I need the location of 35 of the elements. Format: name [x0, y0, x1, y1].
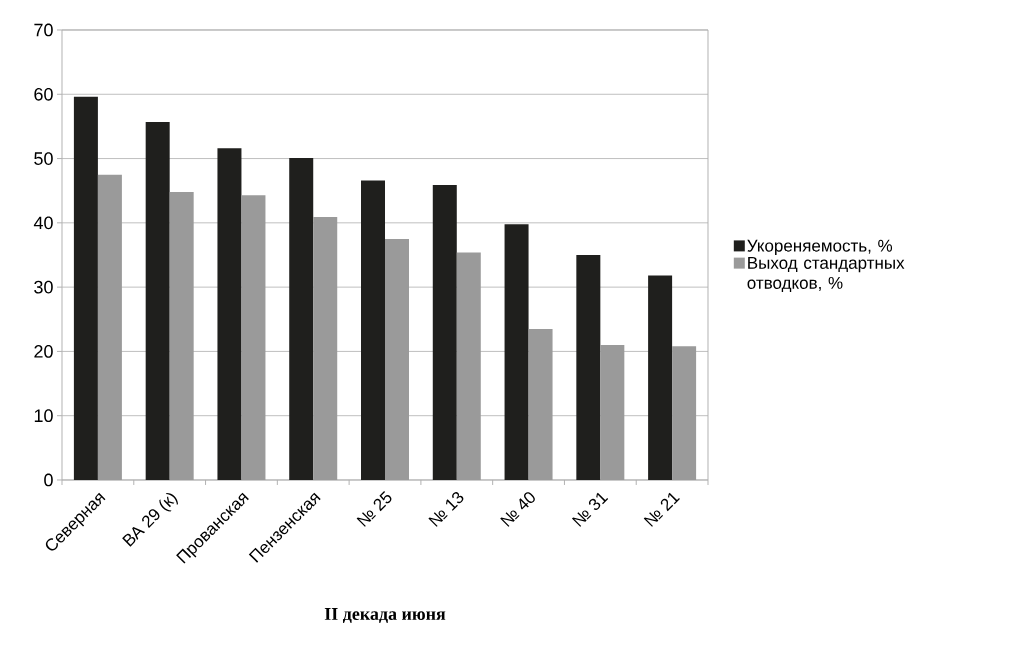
y-tick-label: 20 — [34, 345, 53, 358]
x-tick-label: № 31 — [571, 492, 609, 527]
bar — [385, 238, 410, 480]
bar — [361, 180, 386, 480]
bar — [432, 184, 457, 480]
bar — [145, 121, 170, 480]
bar — [528, 328, 553, 480]
bar — [241, 195, 266, 480]
y-tick-label: 0 — [44, 473, 53, 487]
x-tick-label: № 40 — [500, 492, 535, 527]
bar — [456, 252, 481, 480]
legend-label: Выход стандартных отводков, % — [747, 257, 905, 293]
y-tick-label: 50 — [34, 152, 53, 165]
bar — [648, 275, 673, 480]
x-tick-label: ВА 29 (к) — [122, 492, 178, 547]
y-tick-label: 60 — [34, 87, 53, 101]
y-tick-label: 10 — [34, 409, 53, 423]
bar — [169, 191, 194, 480]
bar — [313, 217, 338, 480]
bar — [289, 157, 314, 480]
y-tick-label: 40 — [33, 216, 53, 230]
text: II декада июня — [324, 608, 446, 623]
x-tick-label: № 21 — [643, 492, 680, 527]
bar — [672, 346, 697, 480]
bar — [600, 344, 625, 480]
y-tick-label: 30 — [34, 280, 53, 294]
legend-label: Укореняемость, % — [747, 239, 893, 256]
bar — [576, 254, 601, 480]
bar — [97, 174, 122, 480]
bar — [73, 96, 98, 480]
x-tick-label: № 13 — [428, 491, 464, 527]
y-tick-label: 70 — [34, 23, 53, 37]
x-tick-label: № 25 — [356, 491, 392, 527]
bar — [504, 224, 529, 480]
bar — [217, 148, 242, 480]
